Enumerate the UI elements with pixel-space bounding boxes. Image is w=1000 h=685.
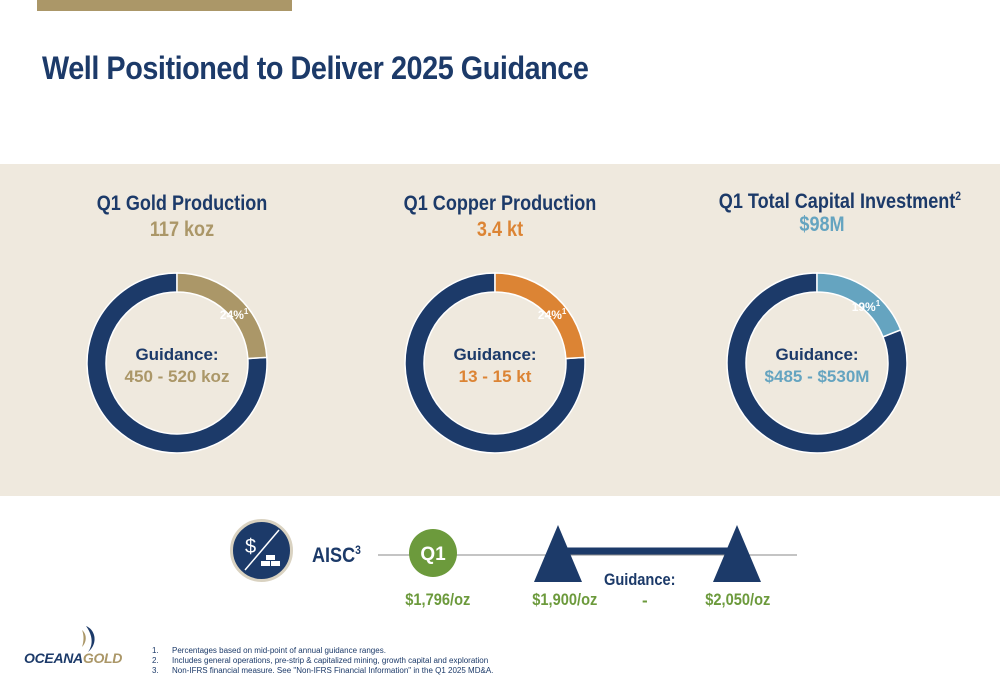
panel-value: 3.4 kt: [476, 218, 524, 241]
gold-production-panel: Q1 Gold Production 117 koz 24%1 Guidance:…: [62, 184, 302, 454]
donut-guidance-label: Guidance:: [453, 345, 536, 364]
footnote: 1. Percentages based on mid-point of annu…: [152, 646, 386, 655]
top-accent-bar: [37, 0, 292, 11]
q1-marker-label: Q1: [420, 544, 446, 565]
donut-percent-label: 19%1: [852, 299, 881, 314]
donut-remaining-segment: [86, 272, 268, 454]
copper-production-panel: Q1 Copper Production 3.4 kt 24%1 Guidance…: [380, 184, 620, 454]
donut-guidance-value: 450 - 520 koz: [125, 367, 230, 386]
footnote: 2. Includes general operations, pre-strip…: [152, 656, 489, 665]
footnote: 3. Non-IFRS financial measure. See "Non-I…: [152, 666, 494, 675]
donut-remaining-segment: [404, 272, 586, 454]
guidance-high-value: $2,050/oz: [705, 590, 771, 609]
company-logo: OCEANAGOLD: [24, 650, 123, 666]
panel-value: $98M: [799, 213, 845, 236]
panel-title: Q1 Total Capital Investment2: [718, 189, 962, 213]
oceanagold-logo-icon: [82, 626, 95, 652]
guidance-low-marker: [534, 525, 582, 582]
q1-marker: [409, 529, 457, 577]
footnotes: 1. Percentages based on mid-point of annu…: [152, 646, 493, 676]
donut-q1-segment: [816, 272, 902, 338]
page-title: Well Positioned to Deliver 2025 Guidance: [42, 50, 589, 86]
aisc-label: AISC3: [312, 543, 361, 567]
capital-donut-chart: 19%1 Guidance: $485 - $530M: [726, 272, 908, 454]
panel-title: Q1 Copper Production: [403, 192, 597, 215]
aisc-timeline: Q1: [378, 525, 797, 582]
capital-investment-panel: Q1 Total Capital Investment2 $98M 19%1 Gu…: [702, 184, 962, 454]
donut-guidance-value: $485 - $530M: [765, 367, 870, 386]
donut-q1-segment: [494, 272, 586, 360]
q1-aisc-value: $1,796/oz: [405, 590, 471, 609]
donut-q1-segment: [176, 272, 268, 360]
panel-title: Q1 Gold Production: [96, 192, 268, 215]
dollar-gold-bars-icon: $: [230, 519, 293, 582]
donut-percent-label: 24%1: [538, 307, 567, 322]
guidance-low-value: $1,900/oz: [532, 590, 598, 609]
copper-donut-chart: 24%1 Guidance: 13 - 15 kt: [404, 272, 586, 454]
gold-donut-chart: 24%1 Guidance: 450 - 520 koz: [86, 272, 268, 454]
guidance-high-marker: [713, 525, 761, 582]
guidance-label: Guidance:: [604, 570, 676, 589]
panel-value: 117 koz: [149, 218, 215, 241]
donut-guidance-value: 13 - 15 kt: [459, 367, 532, 386]
donut-remaining-segment: [726, 272, 908, 454]
svg-text:$: $: [245, 536, 256, 558]
donut-percent-label: 24%1: [220, 307, 249, 322]
donut-guidance-label: Guidance:: [775, 345, 858, 364]
donut-guidance-label: Guidance:: [135, 345, 218, 364]
guidance-separator: -: [642, 591, 648, 610]
